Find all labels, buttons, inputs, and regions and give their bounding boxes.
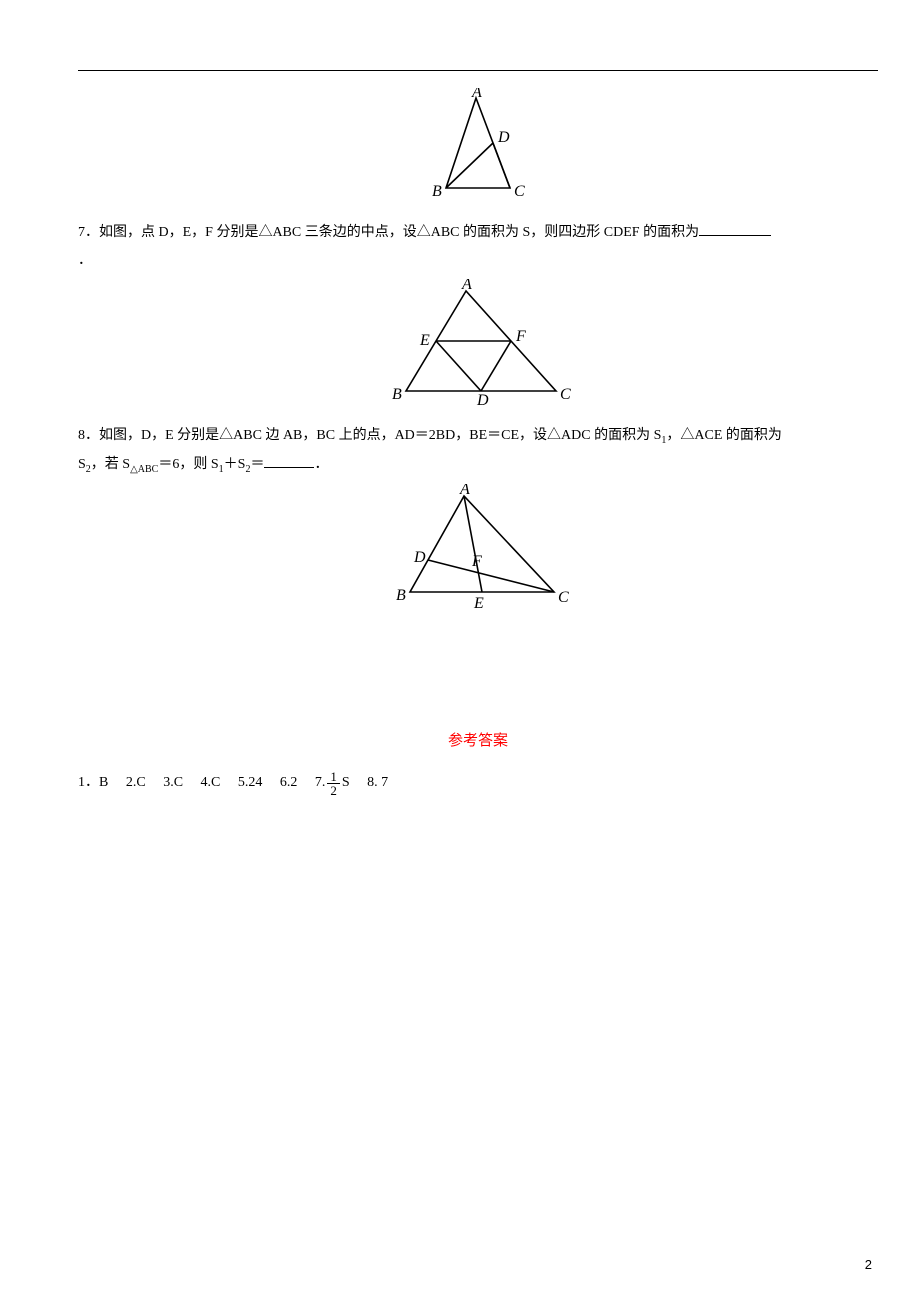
figure-triangle-1: A B C D: [78, 88, 878, 211]
answer-8: 8. 7: [367, 775, 388, 790]
vertex-e: E: [419, 332, 430, 349]
vertex-a: A: [461, 279, 472, 293]
vertex-c: C: [560, 386, 571, 403]
vertex-d: D: [497, 129, 510, 146]
answers-line: 1．B 2.C 3.C 4.C 5.24 6.2 7.12S 8. 7: [78, 770, 878, 797]
figure-triangle-2: A B C D E F: [78, 279, 878, 414]
q7-period: ．: [78, 253, 92, 268]
vertex-a: A: [459, 484, 470, 498]
vertex-e: E: [473, 595, 484, 612]
answer-4: 4.C: [201, 775, 221, 790]
vertex-f: F: [471, 553, 482, 570]
answer-5: 5.24: [238, 775, 263, 790]
vertex-d: D: [413, 549, 426, 566]
q8-sub3: △ABC: [130, 464, 158, 475]
figure-triangle-3: A B C D E F: [78, 484, 878, 619]
q8-t2e: ＝: [250, 457, 264, 472]
q7-number: 7: [78, 225, 85, 240]
q8-t1b: ，△ACE 的面积为: [666, 428, 782, 443]
q8-t2c: ＝6，则 S: [158, 457, 218, 472]
question-7: 7．如图，点 D，E，F 分别是△ABC 三条边的中点，设△ABC 的面积为 S…: [78, 219, 878, 247]
vertex-c: C: [558, 589, 569, 606]
answer-1: 1．B: [78, 775, 108, 790]
answer-heading: 参考答案: [78, 729, 878, 750]
q8-period: ．: [314, 457, 328, 472]
question-8-line1: 8．如图，D，E 分别是△ABC 边 AB，BC 上的点，AD＝2BD，BE＝C…: [78, 422, 878, 451]
vertex-b: B: [432, 183, 442, 200]
a7-prefix: 7.: [315, 775, 326, 790]
q8-t2d: ＋S: [224, 457, 246, 472]
answer-6: 6.2: [280, 775, 298, 790]
page-content: A B C D 7．如图，点 D，E，F 分别是△ABC 三条边的中点，设△AB…: [78, 84, 878, 797]
vertex-b: B: [392, 386, 402, 403]
vertex-a: A: [471, 88, 482, 101]
q8-blank: [264, 454, 314, 468]
q7-blank: [699, 222, 771, 236]
answer-3: 3.C: [163, 775, 183, 790]
vertex-f: F: [515, 328, 526, 345]
q8-t2b: ，若 S: [91, 457, 130, 472]
q7-text: ．如图，点 D，E，F 分别是△ABC 三条边的中点，设△ABC 的面积为 S，…: [85, 225, 699, 240]
question-8-line2: S2，若 S△ABC＝6，则 S1＋S2＝．: [78, 451, 878, 480]
question-7-end: ．: [78, 247, 878, 275]
q8-t1: ．如图，D，E 分别是△ABC 边 AB，BC 上的点，AD＝2BD，BE＝CE…: [85, 428, 661, 443]
frac-den: 2: [327, 783, 340, 797]
page-number: 2: [865, 1257, 872, 1272]
frac-num: 1: [327, 770, 340, 783]
fraction-half: 12: [327, 770, 340, 797]
q8-t2a: S: [78, 457, 86, 472]
vertex-b: B: [396, 587, 406, 604]
answer-2: 2.C: [126, 775, 146, 790]
q8-number: 8: [78, 428, 85, 443]
horizontal-rule: [78, 70, 878, 71]
a7-suffix: S: [342, 775, 350, 790]
vertex-d: D: [476, 392, 489, 409]
answer-7: 7.12S: [315, 775, 353, 790]
vertex-c: C: [514, 183, 525, 200]
